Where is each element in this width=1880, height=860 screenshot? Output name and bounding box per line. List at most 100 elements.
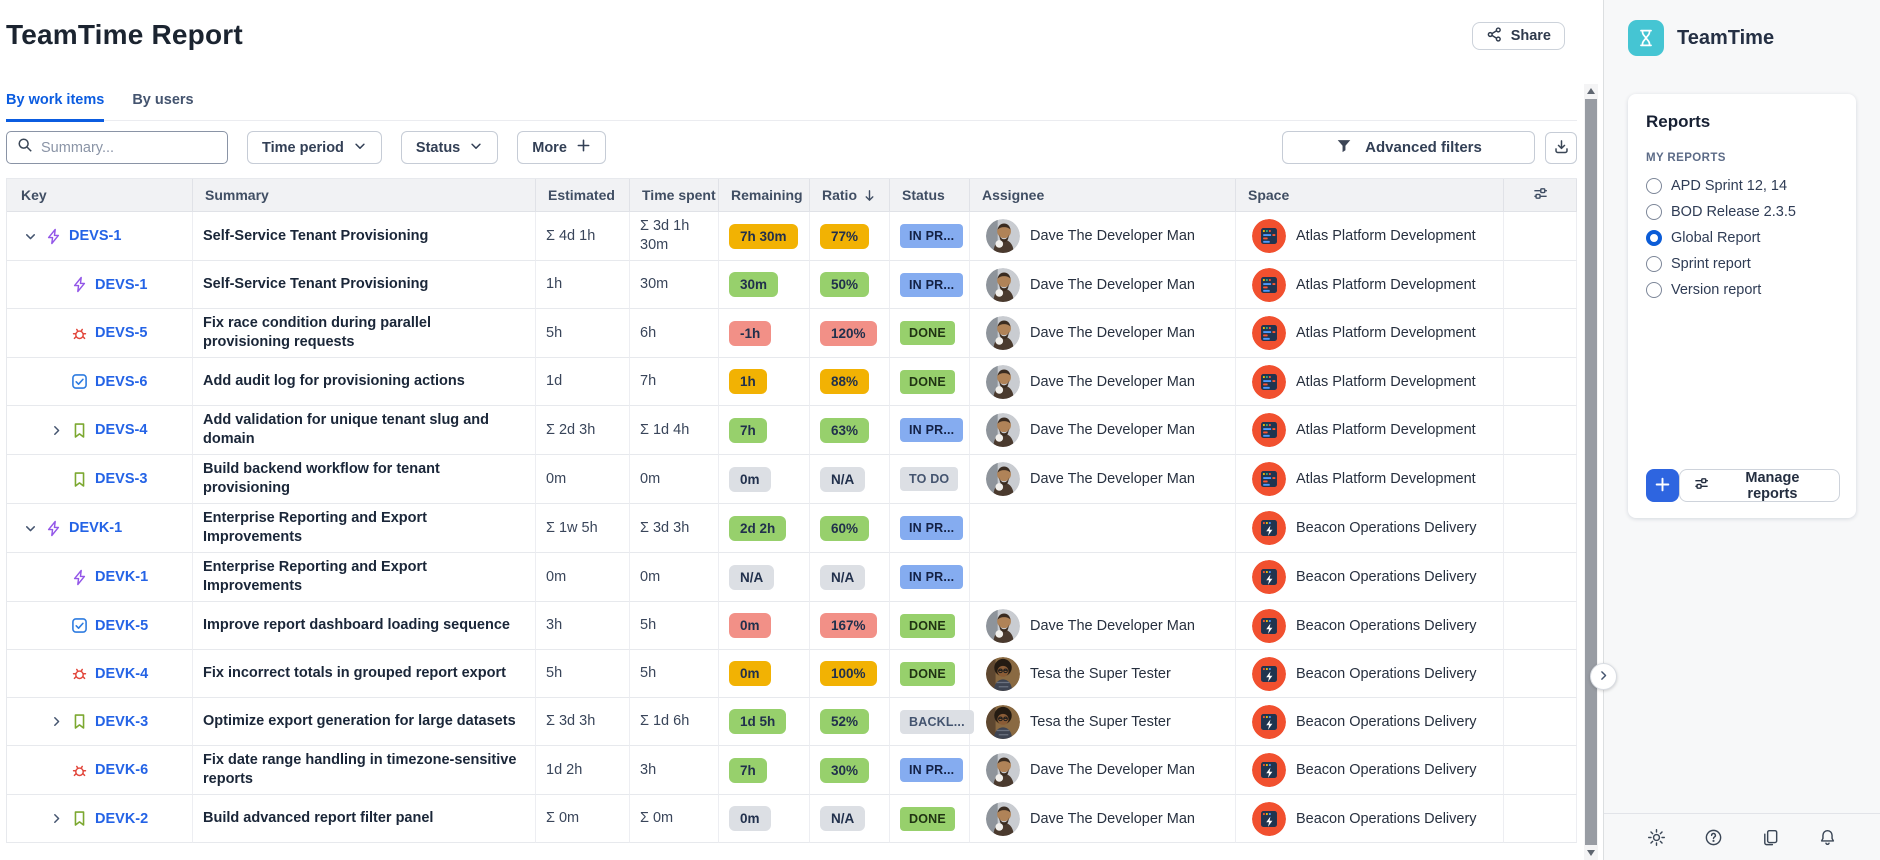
assignee-cell: Dave The Developer Man (970, 309, 1236, 358)
key-cell: DEVS-5 (7, 309, 193, 358)
report-option[interactable]: APD Sprint 12, 14 (1646, 178, 1840, 194)
advanced-filters-button[interactable]: Advanced filters (1282, 131, 1535, 164)
column-header-key[interactable]: Key (7, 179, 193, 212)
scrollbar-thumb[interactable] (1585, 99, 1597, 845)
row-expander-right-icon[interactable] (49, 811, 71, 826)
column-header-assignee[interactable]: Assignee (970, 179, 1236, 212)
manage-reports-button[interactable]: Manage reports (1678, 469, 1840, 502)
status-filter-button[interactable]: Status (400, 131, 499, 164)
row-expander-right-icon[interactable] (49, 714, 71, 729)
row-expander-down-icon[interactable] (23, 521, 45, 536)
column-header-summary[interactable]: Summary (193, 179, 536, 212)
column-header-ratio[interactable]: Ratio (810, 179, 890, 212)
issue-key-link[interactable]: DEVK-5 (95, 617, 149, 634)
remaining-badge: 2d 2h (729, 515, 787, 541)
report-option[interactable]: Version report (1646, 282, 1840, 298)
status-badge: DONE (900, 321, 955, 345)
notifications-bell-icon[interactable] (1818, 828, 1837, 847)
status-badge: DONE (900, 661, 955, 686)
vertical-scrollbar[interactable] (1584, 84, 1598, 860)
estimated-cell: Σ 0m (536, 795, 630, 843)
space-beacon-icon (1252, 608, 1286, 643)
issue-key-link[interactable]: DEVS-3 (95, 471, 148, 487)
sort-descending-icon[interactable] (862, 188, 877, 203)
space-beacon-icon (1252, 801, 1286, 836)
radio-unselected-icon[interactable] (1646, 178, 1662, 194)
summary-text: Fix incorrect totals in grouped report e… (203, 665, 506, 681)
issue-key-link[interactable]: DEVK-3 (95, 713, 149, 730)
epic-icon (45, 228, 69, 245)
share-button[interactable]: Share (1471, 22, 1565, 50)
settings-gear-icon[interactable] (1647, 828, 1666, 847)
ratio-cell: 167% (810, 602, 890, 650)
time-spent-cell: Σ 1d 6h (630, 698, 719, 746)
radio-selected-icon[interactable] (1646, 230, 1662, 246)
issue-key-link[interactable]: DEVS-1 (95, 276, 148, 293)
column-header-remaining[interactable]: Remaining (719, 179, 810, 212)
issue-key-link[interactable]: DEVK-1 (95, 569, 149, 585)
bug-icon (71, 665, 95, 682)
assignee-cell: Tesa the Super Tester (970, 698, 1236, 746)
issue-key-link[interactable]: DEVS-4 (95, 422, 148, 438)
space-name: Beacon Operations Delivery (1296, 762, 1477, 778)
status-badge: IN PR... (900, 516, 964, 540)
space-beacon-icon (1252, 704, 1286, 739)
add-report-button[interactable] (1646, 469, 1679, 502)
issue-key-link[interactable]: DEVS-5 (95, 325, 148, 341)
scroll-up-arrow[interactable] (1584, 84, 1598, 98)
collapse-panel-button[interactable] (1590, 663, 1617, 690)
export-button[interactable] (1545, 131, 1577, 164)
column-header-space[interactable]: Space (1236, 179, 1504, 212)
issue-key-link[interactable]: DEVK-1 (69, 520, 123, 536)
report-option[interactable]: Global Report (1646, 230, 1840, 246)
status-badge: DONE (900, 369, 955, 394)
space-atlas-icon (1252, 267, 1286, 302)
reports-sidebar: TeamTime Reports MY REPORTS APD Sprint 1… (1590, 0, 1880, 860)
time-period-filter-button[interactable]: Time period (247, 131, 382, 164)
app-name: TeamTime (1677, 26, 1775, 49)
column-header-status[interactable]: Status (890, 179, 970, 212)
table-row: DEVS-3 Build backend workflow for tenant … (7, 455, 1577, 504)
issue-key-link[interactable]: DEVK-2 (95, 810, 149, 827)
issue-key-link[interactable]: DEVK-4 (95, 665, 149, 682)
task-icon (71, 373, 95, 390)
search-input[interactable] (41, 139, 217, 156)
summary-cell: Build advanced report filter panel (193, 795, 536, 843)
estimated-cell: Σ 3d 3h (536, 698, 630, 746)
scroll-down-arrow[interactable] (1584, 846, 1598, 860)
time-spent-cell: 5h (630, 602, 719, 650)
time-spent-cell: Σ 1d 4h (630, 406, 719, 455)
radio-unselected-icon[interactable] (1646, 282, 1662, 298)
row-expander-down-icon[interactable] (23, 229, 45, 244)
report-option[interactable]: BOD Release 2.3.5 (1646, 204, 1840, 220)
remaining-cell: 7h (719, 406, 810, 455)
copy-icon[interactable] (1761, 828, 1780, 847)
summary-search[interactable] (6, 131, 228, 164)
tab-by-users[interactable]: By users (132, 92, 194, 108)
assignee-cell: Dave The Developer Man (970, 261, 1236, 309)
issue-key-link[interactable]: DEVS-6 (95, 373, 148, 390)
avatar (986, 316, 1020, 350)
radio-unselected-icon[interactable] (1646, 204, 1662, 220)
space-cell: Atlas Platform Development (1236, 358, 1504, 406)
assignee-name: Dave The Developer Man (1030, 373, 1195, 390)
epic-icon (71, 569, 95, 586)
tab-by-work-items[interactable]: By work items (6, 90, 105, 122)
avatar (986, 267, 1020, 302)
help-icon[interactable] (1704, 828, 1723, 847)
column-header-time-spent[interactable]: Time spent (630, 179, 719, 212)
radio-unselected-icon[interactable] (1646, 256, 1662, 272)
space-name: Atlas Platform Development (1296, 276, 1476, 293)
column-header-estimated[interactable]: Estimated (536, 179, 630, 212)
ratio-badge: N/A (820, 466, 866, 492)
column-config-button[interactable] (1504, 179, 1577, 212)
issue-key-link[interactable]: DEVK-6 (95, 762, 149, 778)
more-filters-button[interactable]: More (517, 131, 606, 164)
table-row: DEVK-2 Build advanced report filter panel… (7, 795, 1577, 843)
issue-key-link[interactable]: DEVS-1 (69, 228, 122, 244)
assignee-name: Dave The Developer Man (1030, 422, 1195, 438)
row-expander-right-icon[interactable] (49, 423, 71, 438)
summary-cell: Optimize export generation for large dat… (193, 698, 536, 746)
report-option[interactable]: Sprint report (1646, 256, 1840, 272)
status-badge: IN PR... (900, 224, 964, 248)
